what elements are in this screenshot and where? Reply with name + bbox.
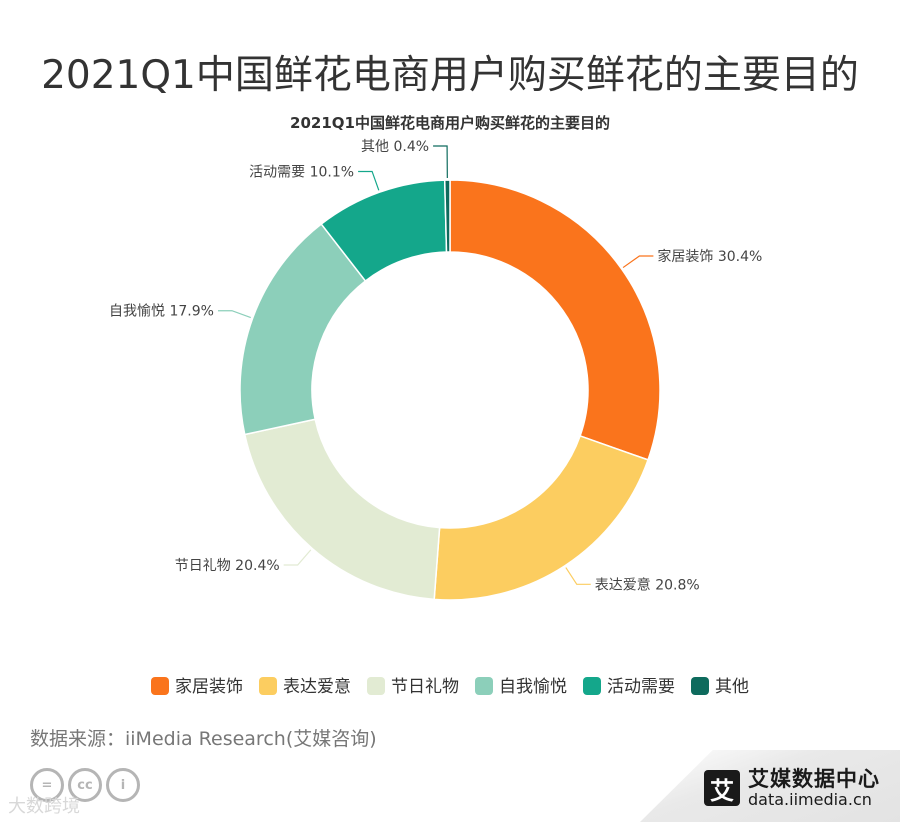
slice-label-1: 表达爱意 20.8% (595, 576, 700, 593)
slice-0 (449, 179, 661, 461)
legend-swatch-5 (691, 677, 709, 695)
slice-1 (433, 434, 649, 601)
legend-label-1: 表达爱意 (283, 677, 351, 697)
legend: 家居装饰 表达爱意 节日礼物 自我愉悦 活动需要 其他 (151, 677, 749, 697)
legend-swatch-4 (583, 677, 601, 695)
slice-label-4: 活动需要 10.1% (249, 164, 354, 180)
leader-line-4 (358, 170, 380, 191)
brand-url: data.iimedia.cn (748, 790, 872, 810)
legend-swatch-1 (259, 677, 277, 695)
legend-swatch-0 (151, 677, 169, 695)
slices-group (239, 179, 661, 601)
brand-logo-icon: 艾 (704, 770, 740, 807)
legend-swatch-3 (475, 677, 493, 695)
leader-line-2 (283, 549, 312, 566)
leader-line-1 (565, 567, 591, 585)
legend-label-2: 节日礼物 (391, 677, 459, 697)
attribution-icon: i (106, 768, 140, 802)
labels-group: 家居装饰 30.4% 表达爱意 20.8% 节日礼物 20.4% 自我愉悦 17.9%… (109, 139, 762, 593)
chart-title: 2021Q1中国鲜花电商用户购买鲜花的主要目的 (290, 114, 610, 132)
page-title: 2021Q1中国鲜花电商用户购买鲜花的主要目的 (41, 53, 859, 98)
leader-line-5 (433, 145, 448, 179)
legend-label-4: 活动需要 (607, 677, 675, 697)
cc-icon: cc (68, 768, 102, 802)
source-note: 数据来源：iiMedia Research(艾媒咨询) (30, 728, 377, 750)
watermark: 大数跨境 (8, 796, 80, 817)
slice-label-2: 节日礼物 20.4% (175, 558, 280, 574)
brand-block: 艾 艾媒数据中心 data.iimedia.cn (704, 767, 880, 810)
equal-icon: = (30, 768, 64, 802)
legend-label-3: 自我愉悦 (499, 677, 567, 697)
legend-label-0: 家居装饰 (175, 677, 243, 697)
slice-5 (443, 179, 451, 253)
license-icons: = cc i (30, 768, 140, 802)
leader-line-3 (217, 310, 251, 319)
legend-swatch-2 (367, 677, 385, 695)
leader-line-0 (622, 255, 654, 269)
brand-name: 艾媒数据中心 (748, 767, 880, 791)
legend-label-5: 其他 (715, 677, 749, 697)
slice-label-0: 家居装饰 30.4% (657, 248, 762, 265)
slice-label-3: 自我愉悦 17.9% (109, 304, 214, 320)
slice-label-5: 其他 0.4% (361, 139, 429, 155)
